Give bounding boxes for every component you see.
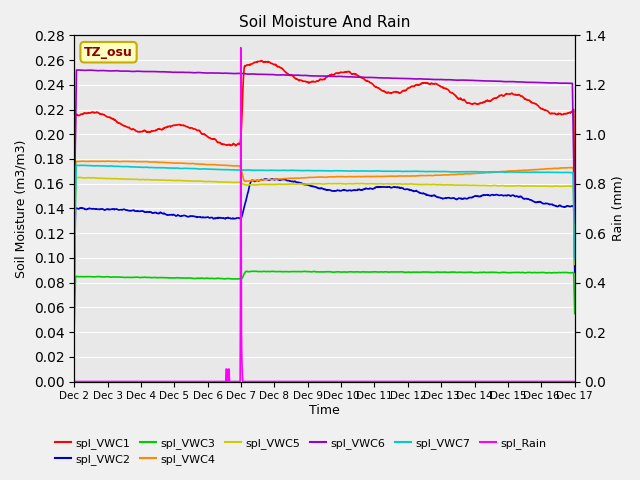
spl_VWC1 (571, 208, 579, 214)
spl_VWC1 (70, 245, 78, 251)
Line: spl_VWC5: spl_VWC5 (74, 178, 575, 280)
spl_VWC1 (283, 71, 291, 76)
spl_VWC7 (293, 168, 301, 173)
spl_VWC6 (293, 72, 301, 78)
spl_VWC2 (302, 182, 310, 188)
spl_VWC3 (129, 275, 137, 280)
spl_VWC2 (283, 178, 291, 183)
spl_VWC4 (302, 175, 310, 180)
spl_VWC1 (109, 116, 116, 121)
spl_VWC3 (293, 269, 301, 275)
spl_VWC2 (293, 180, 301, 185)
spl_Rain (302, 379, 310, 384)
Legend: spl_VWC1, spl_VWC2, spl_VWC3, spl_VWC4, spl_VWC5, spl_VWC6, spl_VWC7, spl_Rain: spl_VWC1, spl_VWC2, spl_VWC3, spl_VWC4, … (51, 433, 551, 469)
spl_Rain (355, 379, 363, 384)
Line: spl_VWC6: spl_VWC6 (74, 70, 575, 223)
spl_VWC6 (70, 213, 78, 218)
spl_VWC5 (70, 277, 78, 283)
spl_VWC5 (293, 181, 301, 187)
spl_VWC5 (130, 177, 138, 182)
spl_VWC6 (109, 68, 117, 74)
spl_VWC3 (283, 269, 291, 275)
spl_VWC3 (302, 269, 310, 275)
spl_VWC2 (268, 176, 276, 181)
spl_VWC1 (302, 79, 310, 84)
spl_VWC4 (571, 250, 579, 256)
spl_Rain (283, 379, 291, 384)
Line: spl_VWC2: spl_VWC2 (74, 179, 575, 295)
spl_VWC5 (302, 181, 310, 187)
spl_VWC1 (293, 76, 301, 82)
spl_Rain (571, 379, 579, 384)
spl_VWC3 (109, 274, 116, 280)
Line: spl_VWC3: spl_VWC3 (74, 271, 575, 329)
spl_VWC1 (129, 126, 137, 132)
Y-axis label: Soil Moisture (m3/m3): Soil Moisture (m3/m3) (15, 139, 28, 277)
spl_VWC6 (130, 69, 138, 74)
spl_Rain (129, 379, 137, 384)
spl_VWC6 (571, 220, 579, 226)
spl_VWC7 (355, 168, 363, 174)
spl_VWC7 (571, 257, 579, 263)
spl_VWC5 (355, 181, 363, 187)
spl_VWC2 (70, 292, 78, 298)
X-axis label: Time: Time (309, 404, 340, 417)
spl_VWC7 (130, 164, 138, 170)
spl_VWC1 (355, 73, 363, 79)
spl_VWC4 (109, 158, 117, 164)
spl_Rain (293, 379, 301, 384)
spl_VWC4 (104, 158, 111, 164)
spl_VWC4 (70, 269, 78, 275)
spl_VWC2 (129, 207, 137, 213)
Line: spl_VWC7: spl_VWC7 (74, 165, 575, 274)
spl_VWC4 (355, 174, 363, 180)
Text: TZ_osu: TZ_osu (84, 46, 133, 59)
spl_VWC7 (283, 168, 291, 173)
spl_VWC4 (130, 158, 138, 164)
spl_VWC5 (76, 175, 84, 180)
spl_Rain (109, 379, 116, 384)
spl_VWC2 (571, 269, 579, 275)
spl_VWC4 (293, 175, 301, 181)
Line: spl_Rain: spl_Rain (74, 48, 575, 382)
Title: Soil Moisture And Rain: Soil Moisture And Rain (239, 15, 410, 30)
spl_VWC2 (355, 186, 363, 192)
spl_VWC6 (355, 74, 363, 80)
spl_VWC3 (355, 269, 363, 275)
spl_VWC5 (109, 176, 117, 181)
spl_VWC5 (571, 262, 579, 267)
spl_VWC2 (109, 206, 116, 212)
spl_VWC3 (70, 326, 78, 332)
spl_VWC7 (72, 162, 80, 168)
spl_VWC7 (109, 163, 117, 169)
spl_VWC7 (302, 168, 310, 173)
spl_VWC6 (302, 72, 310, 78)
spl_VWC3 (571, 311, 579, 316)
spl_VWC5 (283, 181, 291, 187)
spl_VWC7 (70, 271, 78, 276)
spl_VWC1 (258, 58, 266, 63)
Line: spl_VWC4: spl_VWC4 (74, 161, 575, 272)
Y-axis label: Rain (mm): Rain (mm) (612, 176, 625, 241)
spl_Rain (70, 379, 78, 384)
spl_VWC4 (283, 176, 291, 181)
Line: spl_VWC1: spl_VWC1 (74, 60, 575, 248)
spl_VWC6 (73, 67, 81, 73)
spl_VWC6 (283, 72, 291, 78)
spl_Rain (237, 45, 244, 50)
spl_VWC3 (248, 268, 256, 274)
